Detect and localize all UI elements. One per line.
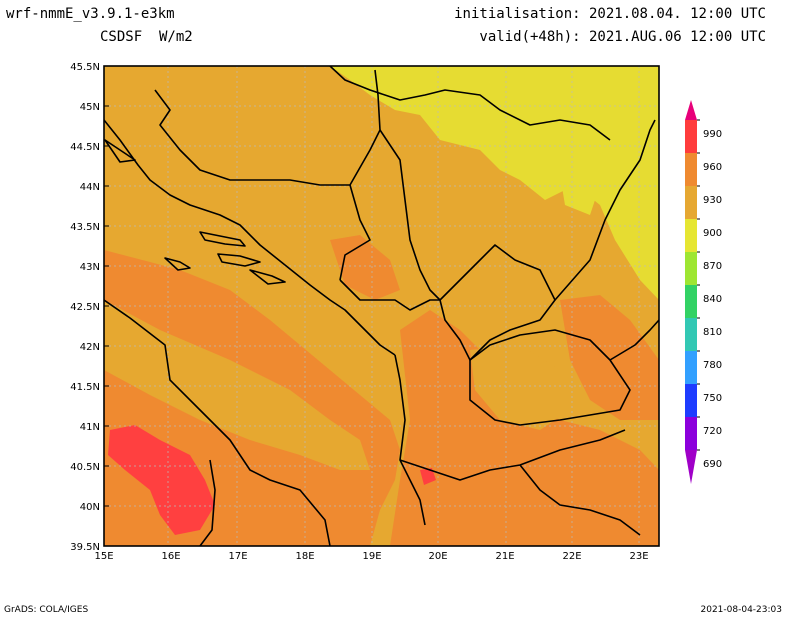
map-field xyxy=(104,66,659,546)
lat-axis: 45.5N 45N 44.5N 44N 43.5N 43N 42.5N 42N … xyxy=(70,62,100,553)
east-border xyxy=(609,319,659,361)
valid-time: valid(+48h): 2021.AUG.06 12:00 UTC xyxy=(479,29,766,45)
colorbar-swatch xyxy=(685,120,697,153)
greece-border xyxy=(399,429,626,481)
colorbar-label: 900 xyxy=(703,228,722,239)
lat-label: 45N xyxy=(80,102,100,113)
lat-label: 42N xyxy=(80,342,100,353)
lat-label: 40N xyxy=(80,502,100,513)
colorbar-swatch xyxy=(685,384,697,417)
colorbar-swatch xyxy=(685,417,697,450)
colorbar-top-arrow xyxy=(685,100,697,120)
field-930-tongue xyxy=(104,300,370,470)
footer-credit: GrADS: COLA/IGES xyxy=(4,605,89,615)
lat-label: 45.5N xyxy=(70,62,100,73)
greece-coast xyxy=(519,464,641,536)
montenegro-border xyxy=(339,279,440,311)
colorbar-swatch xyxy=(685,252,697,285)
lat-label: 43N xyxy=(80,262,100,273)
variable-title: CSDSF W/m2 xyxy=(100,29,193,45)
lat-label: 39.5N xyxy=(70,542,100,553)
colorbar-label: 960 xyxy=(703,162,722,173)
island-4 xyxy=(249,269,286,285)
italy-coast xyxy=(104,299,331,546)
lat-label: 43.5N xyxy=(70,222,100,233)
field-960-east xyxy=(560,295,659,420)
lon-label: 18E xyxy=(295,551,314,562)
colorbar-swatch xyxy=(685,285,697,318)
colorbar-swatch xyxy=(685,153,697,186)
croatia-bih-border xyxy=(154,69,381,186)
macedonia-border xyxy=(469,329,631,426)
lon-axis: 15E 16E 17E 18E 19E 20E 21E 22E 23E xyxy=(94,551,648,562)
colorbar-label: 930 xyxy=(703,195,722,206)
lat-label: 44.5N xyxy=(70,142,100,153)
colorbar-label: 810 xyxy=(703,327,722,338)
lon-label: 23E xyxy=(629,551,648,562)
lat-label: 41N xyxy=(80,422,100,433)
field-960-north-patch xyxy=(330,235,400,300)
colorbar-label: 840 xyxy=(703,294,722,305)
lon-label: 20E xyxy=(428,551,447,562)
field-990-spot xyxy=(420,468,436,485)
island-3 xyxy=(164,257,191,271)
lon-label: 22E xyxy=(562,551,581,562)
danube-north xyxy=(329,66,611,141)
init-time: initialisation: 2021.08.04. 12:00 UTC xyxy=(454,6,766,22)
footer-timestamp: 2021-08-04-23:03 xyxy=(700,605,783,615)
lon-label: 16E xyxy=(161,551,180,562)
colorbar-label: 990 xyxy=(703,129,722,140)
colorbar-label: 780 xyxy=(703,360,722,371)
lat-label: 44N xyxy=(80,182,100,193)
grid-lines xyxy=(104,66,659,546)
coastlines-borders xyxy=(104,66,659,546)
italy-heel xyxy=(199,459,216,546)
colorbar-bottom-arrow xyxy=(685,450,697,484)
field-990-hotspot xyxy=(108,425,215,535)
lon-label: 17E xyxy=(228,551,247,562)
bih-south-border xyxy=(339,184,371,281)
kosovo-border xyxy=(439,244,556,361)
lat-label: 40.5N xyxy=(70,462,100,473)
field-930-center xyxy=(470,345,570,430)
island-1 xyxy=(199,231,246,247)
island-5 xyxy=(104,139,136,163)
colorbar-label: 870 xyxy=(703,261,722,272)
lon-label: 19E xyxy=(362,551,381,562)
field-900-north xyxy=(330,66,659,300)
island-2 xyxy=(217,253,261,267)
serbia-border xyxy=(379,129,441,301)
adriatic-coast xyxy=(104,119,396,356)
lat-ticks xyxy=(104,105,109,507)
lon-label: 15E xyxy=(94,551,113,562)
colorbar-swatch xyxy=(685,351,697,384)
colorbar-label: 720 xyxy=(703,426,722,437)
colorbar-swatch xyxy=(685,219,697,252)
colorbar-swatch xyxy=(685,318,697,351)
lat-label: 41.5N xyxy=(70,382,100,393)
colorbar-label: 690 xyxy=(703,459,722,470)
bulgaria-border xyxy=(554,119,656,301)
field-900-patch xyxy=(560,160,600,215)
lon-label: 21E xyxy=(495,551,514,562)
colorbar-label: 750 xyxy=(703,393,722,404)
lat-label: 42.5N xyxy=(70,302,100,313)
field-960-south xyxy=(390,310,659,546)
colorbar-swatch xyxy=(685,186,697,219)
colorbar: 990 960 930 900 870 840 810 780 750 720 690 xyxy=(685,100,722,484)
model-title: wrf-nmmE_v3.9.1-e3km xyxy=(6,6,175,22)
